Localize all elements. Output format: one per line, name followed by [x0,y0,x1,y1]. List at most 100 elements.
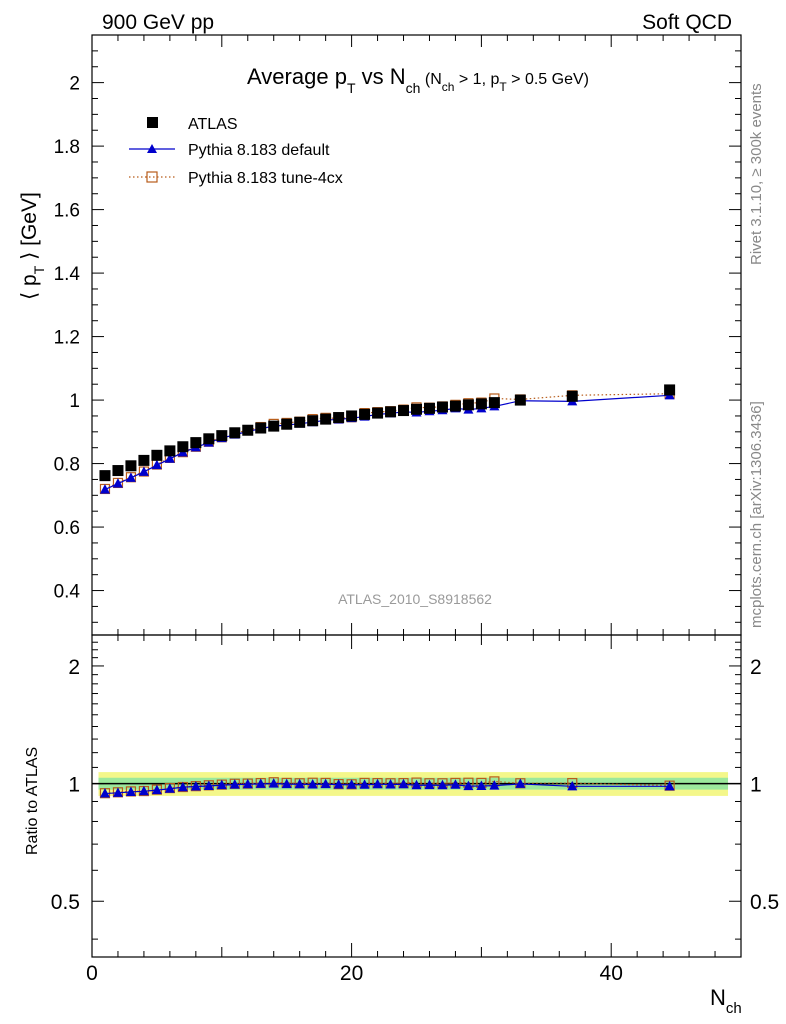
main-atlas-point [164,445,176,457]
legend-marker-tune4cx [146,171,158,183]
main-atlas-point [255,422,267,434]
main-atlas-point [398,405,410,417]
ratio-default-point [281,778,292,789]
main-atlas-point [320,413,332,425]
main-atlas-point [411,403,422,415]
main-atlas-point [385,406,397,418]
legend-label-atlas: ATLAS [188,116,238,133]
ratio-y-tick-label: 0.5 [51,891,80,914]
x-axis-label: Nch [710,985,742,1017]
ratio-default-point [450,779,461,789]
ratio-default-point [177,781,188,792]
ratio-default-point [307,778,318,789]
legend-marker-atlas [147,117,158,128]
header-right: Soft QCD [642,11,732,34]
analysis-watermark: ATLAS_2010_S8918562 [338,591,492,607]
ratio-default-point [437,779,448,790]
main-y-tick-label: 2 [69,74,80,95]
ratio-default-point [385,778,396,789]
ratio-default-point [515,778,526,788]
ratio-default-point [359,779,370,789]
main-atlas-point [99,470,111,482]
main-series-layer [99,384,676,495]
ratio-default-point [216,779,227,790]
main-y-tick-label: 1.2 [54,328,80,349]
plot-title: Average pT vs Nch (Nch > 1, pT > 0.5 GeV… [247,64,589,96]
main-default-point [164,453,175,463]
main-axis-ticks: 0.4 0.6 0.8 1 1.2 1.4 1.6 1.8 2 [54,35,742,635]
main-default-point [99,484,110,494]
ratio-default-point [476,780,487,790]
ratio-y-tick-label-right: 1 [750,774,762,797]
ratio-default-point [489,780,500,790]
main-default-point [138,466,149,476]
ratio-default-point [125,786,136,796]
main-atlas-point [488,397,500,409]
ratio-default-point [255,778,266,788]
ratio-default-point [242,778,253,789]
y-axis-label-main: ⟨ pT ⟩ [GeV] [18,192,47,300]
ratio-y-tick-label-right: 2 [750,656,762,679]
ratio-default-point [411,779,422,790]
ratio-default-point [151,784,162,795]
main-atlas-point [436,401,448,413]
ratio-y-tick-label-right: 0.5 [750,891,779,914]
ratio-default-line [104,782,670,795]
ratio-default-point [320,778,331,789]
main-atlas-point [203,433,215,445]
mcplots-label: mcplots.cern.ch [arXiv:1306.3436] [748,401,765,628]
main-default-point [125,472,136,482]
main-y-tick-label: 1.8 [54,137,80,158]
x-tick-label: 20 [340,962,363,985]
ratio-default-point [294,778,305,789]
main-atlas-point [372,407,384,419]
ratio-default-point [664,780,675,791]
main-default-point [151,459,162,470]
main-y-tick-label: 0.4 [54,582,81,603]
ratio-default-point [203,780,214,790]
main-y-tick-label: 1.4 [54,264,81,285]
legend-label-default: Pythia 8.183 default [188,142,330,159]
main-atlas-point [177,441,189,453]
main-default-line [104,394,670,491]
main-y-tick-label: 1.6 [54,201,80,222]
main-atlas-point [514,394,526,406]
main-atlas-point [190,437,202,449]
ratio-series-layer [99,776,675,799]
main-atlas-point [138,454,150,466]
main-atlas-point [566,390,578,402]
main-atlas-point [449,400,461,412]
main-atlas-point [423,402,435,414]
x-tick-label: 0 [86,962,98,985]
x-tick-label: 40 [600,962,623,985]
main-y-tick-label: 0.6 [54,518,80,539]
main-atlas-point [475,398,487,410]
ratio-default-point [346,779,357,789]
main-atlas-point [268,420,280,432]
ratio-default-point [567,780,578,791]
main-atlas-point [307,415,319,427]
legend-label-tune4cx: Pythia 8.183 tune-4cx [188,170,343,187]
main-atlas-point [281,418,293,430]
ratio-y-tick-label: 1 [68,774,80,797]
ratio-default-point [463,780,474,791]
main-atlas-point [229,427,241,439]
rivet-label: Rivet 3.1.10, ≥ 300k events [748,83,765,265]
ratio-default-point [112,787,123,797]
main-atlas-point [242,424,254,436]
main-atlas-point [294,416,306,428]
header-left: 900 GeV pp [102,11,214,34]
main-atlas-point [462,399,474,411]
ratio-default-point [229,779,240,789]
y-axis-label-ratio: Ratio to ATLAS [24,747,41,855]
main-atlas-point [359,408,371,420]
ratio-default-point [138,785,149,796]
main-atlas-point [346,410,358,422]
legend: ATLAS Pythia 8.183 default Pythia 8.183 … [129,116,343,187]
ratio-default-point [372,778,383,789]
main-y-tick-label: 1 [69,391,80,412]
ratio-axis-ticks: 0.5 0.51 12 20 20 40 [51,635,779,985]
ratio-default-point [190,781,201,791]
legend-marker-default [147,144,157,153]
